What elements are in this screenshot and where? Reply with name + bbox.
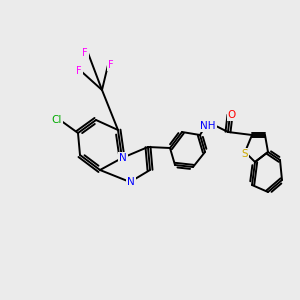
Text: F: F [76, 66, 82, 76]
Text: N: N [127, 177, 135, 187]
Text: N: N [119, 153, 127, 163]
Text: NH: NH [200, 121, 216, 131]
Text: O: O [228, 110, 236, 120]
Text: S: S [242, 149, 248, 159]
Text: Cl: Cl [52, 115, 62, 125]
Text: F: F [82, 48, 88, 58]
Text: F: F [108, 60, 114, 70]
